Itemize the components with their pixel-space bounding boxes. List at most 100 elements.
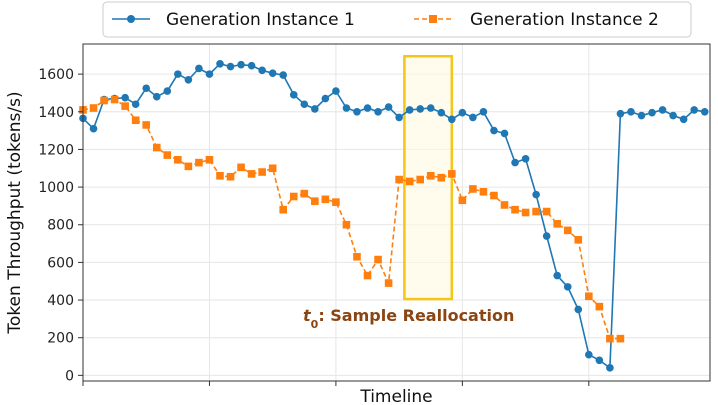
data-point: [437, 173, 446, 182]
data-point: [574, 235, 583, 244]
data-point: [237, 163, 245, 172]
data-point: [258, 168, 266, 176]
data-point: [563, 226, 572, 235]
data-point: [500, 129, 509, 138]
legend-entry-generation-instance-2: [414, 15, 452, 23]
data-point: [511, 158, 519, 167]
legend-entry-generation-instance-1: [112, 15, 150, 23]
data-point: [384, 279, 393, 287]
data-point: [131, 100, 140, 109]
data-point: [595, 302, 604, 311]
data-point: [237, 60, 245, 69]
data-point: [679, 115, 688, 124]
data-point: [690, 106, 698, 114]
data-point: [658, 106, 667, 114]
data-point: [89, 104, 98, 112]
data-point: [300, 100, 309, 109]
data-point: [142, 84, 151, 93]
data-point: [521, 208, 530, 217]
data-point: [405, 177, 414, 186]
data-point: [163, 87, 172, 95]
data-point: [416, 175, 425, 184]
data-point: [469, 185, 477, 193]
data-point: [363, 271, 372, 280]
data-point: [279, 71, 288, 79]
y-tick-label: 1600: [38, 67, 74, 83]
data-point: [184, 162, 193, 171]
data-point: [511, 205, 519, 214]
data-point: [152, 143, 161, 152]
y-tick-label: 600: [47, 255, 74, 271]
y-tick-label: 200: [47, 331, 74, 347]
data-point: [216, 59, 224, 68]
data-point: [195, 64, 203, 73]
data-point: [374, 255, 382, 264]
data-point: [332, 198, 340, 206]
data-point: [311, 105, 319, 113]
data-point: [426, 104, 435, 112]
legend-label-generation-instance-2: Generation Instance 2: [470, 10, 659, 30]
data-point: [448, 115, 456, 124]
data-point: [121, 102, 129, 110]
data-point: [490, 191, 498, 200]
data-point: [247, 170, 256, 178]
data-point: [279, 205, 288, 214]
y-axis-title: Token Throughput (tokens/s): [5, 91, 25, 334]
data-point: [226, 62, 235, 71]
data-point: [395, 113, 403, 122]
legend-swatch-marker: [429, 15, 437, 23]
data-point: [700, 107, 709, 116]
data-point: [321, 94, 330, 103]
data-point: [490, 126, 498, 135]
data-point: [174, 155, 182, 164]
data-point: [458, 196, 467, 205]
data-point: [342, 104, 351, 112]
y-tick-label: 800: [47, 218, 74, 234]
data-point: [606, 334, 614, 343]
data-point: [311, 197, 319, 206]
data-point: [110, 95, 119, 104]
x-axis-title: Timeline: [359, 387, 432, 405]
data-point: [606, 364, 614, 372]
legend: Generation Instance 1 Generation Instanc…: [102, 1, 692, 38]
data-point: [532, 190, 540, 199]
data-point: [353, 252, 361, 261]
data-point: [585, 350, 593, 359]
data-point: [89, 124, 98, 133]
data-point: [405, 106, 414, 114]
data-point: [585, 292, 593, 301]
data-point: [247, 61, 256, 70]
data-point: [542, 232, 551, 240]
series-layer: [79, 59, 709, 372]
data-point: [163, 151, 172, 159]
data-point: [131, 116, 140, 125]
data-point: [532, 207, 540, 216]
data-point: [289, 91, 298, 99]
data-point: [226, 172, 235, 181]
data-point: [268, 164, 277, 173]
y-tick-label: 0: [65, 368, 74, 384]
data-point: [616, 109, 625, 118]
data-point: [184, 75, 193, 84]
y-tick-label: 1400: [38, 105, 74, 121]
data-point: [553, 219, 562, 228]
data-point: [521, 155, 530, 163]
series-line: [82, 98, 621, 340]
data-point: [437, 108, 446, 117]
data-point: [616, 334, 625, 343]
data-point: [174, 70, 182, 78]
data-point: [574, 305, 583, 314]
data-point: [563, 283, 572, 291]
legend-swatch-marker: [127, 15, 135, 23]
legend-label-generation-instance-1: Generation Instance 1: [166, 10, 355, 30]
data-point: [363, 104, 372, 112]
data-point: [205, 70, 214, 78]
data-point: [479, 107, 488, 116]
data-point: [416, 105, 425, 113]
data-point: [332, 87, 340, 95]
data-point: [458, 108, 467, 117]
data-point: [500, 201, 509, 209]
y-tick-label: 1200: [38, 142, 74, 158]
data-point: [648, 108, 656, 117]
